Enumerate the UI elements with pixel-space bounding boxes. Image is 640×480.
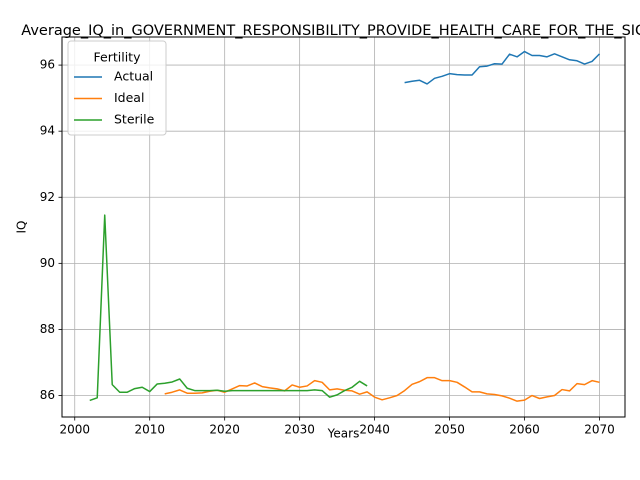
- plot-frame: [61, 36, 626, 418]
- x-tick-label: 2040: [359, 423, 390, 437]
- y-tick-label: 92: [40, 190, 55, 204]
- legend-label-ideal: Ideal: [114, 90, 144, 105]
- x-tick-label: 2070: [584, 423, 615, 437]
- legend: Fertility Actual Ideal Sterile: [67, 40, 167, 136]
- y-tick-label: 88: [40, 322, 55, 336]
- y-axis-label: IQ: [15, 221, 29, 234]
- axis-ticks: 2000 2010 2020 2030 2040 2050 2060 2070 86 88 90 92…: [40, 58, 615, 437]
- x-tick-label: 2020: [209, 423, 240, 437]
- legend-title: Fertility: [94, 50, 142, 65]
- x-tick-label: 2060: [509, 423, 540, 437]
- x-tick-label: 2000: [59, 423, 90, 437]
- series-line-actual: [404, 50, 601, 85]
- y-tick-label: 86: [40, 388, 55, 402]
- x-axis-label: Years: [327, 427, 360, 441]
- chart-title: Average_IQ_in_GOVERNMENT_RESPONSIBILITY_…: [21, 23, 640, 39]
- series-lines: [89, 50, 601, 402]
- x-tick-label: 2050: [434, 423, 465, 437]
- y-tick-label: 94: [40, 124, 55, 138]
- series-line-ideal: [164, 376, 600, 402]
- x-tick-label: 2030: [284, 423, 315, 437]
- x-tick-label: 2010: [134, 423, 165, 437]
- y-tick-label: 90: [40, 256, 55, 270]
- series-line-sterile: [89, 214, 368, 402]
- legend-frame: [67, 40, 167, 136]
- y-tick-label: 96: [40, 58, 55, 72]
- legend-label-actual: Actual: [114, 69, 153, 84]
- legend-label-sterile: Sterile: [114, 112, 155, 127]
